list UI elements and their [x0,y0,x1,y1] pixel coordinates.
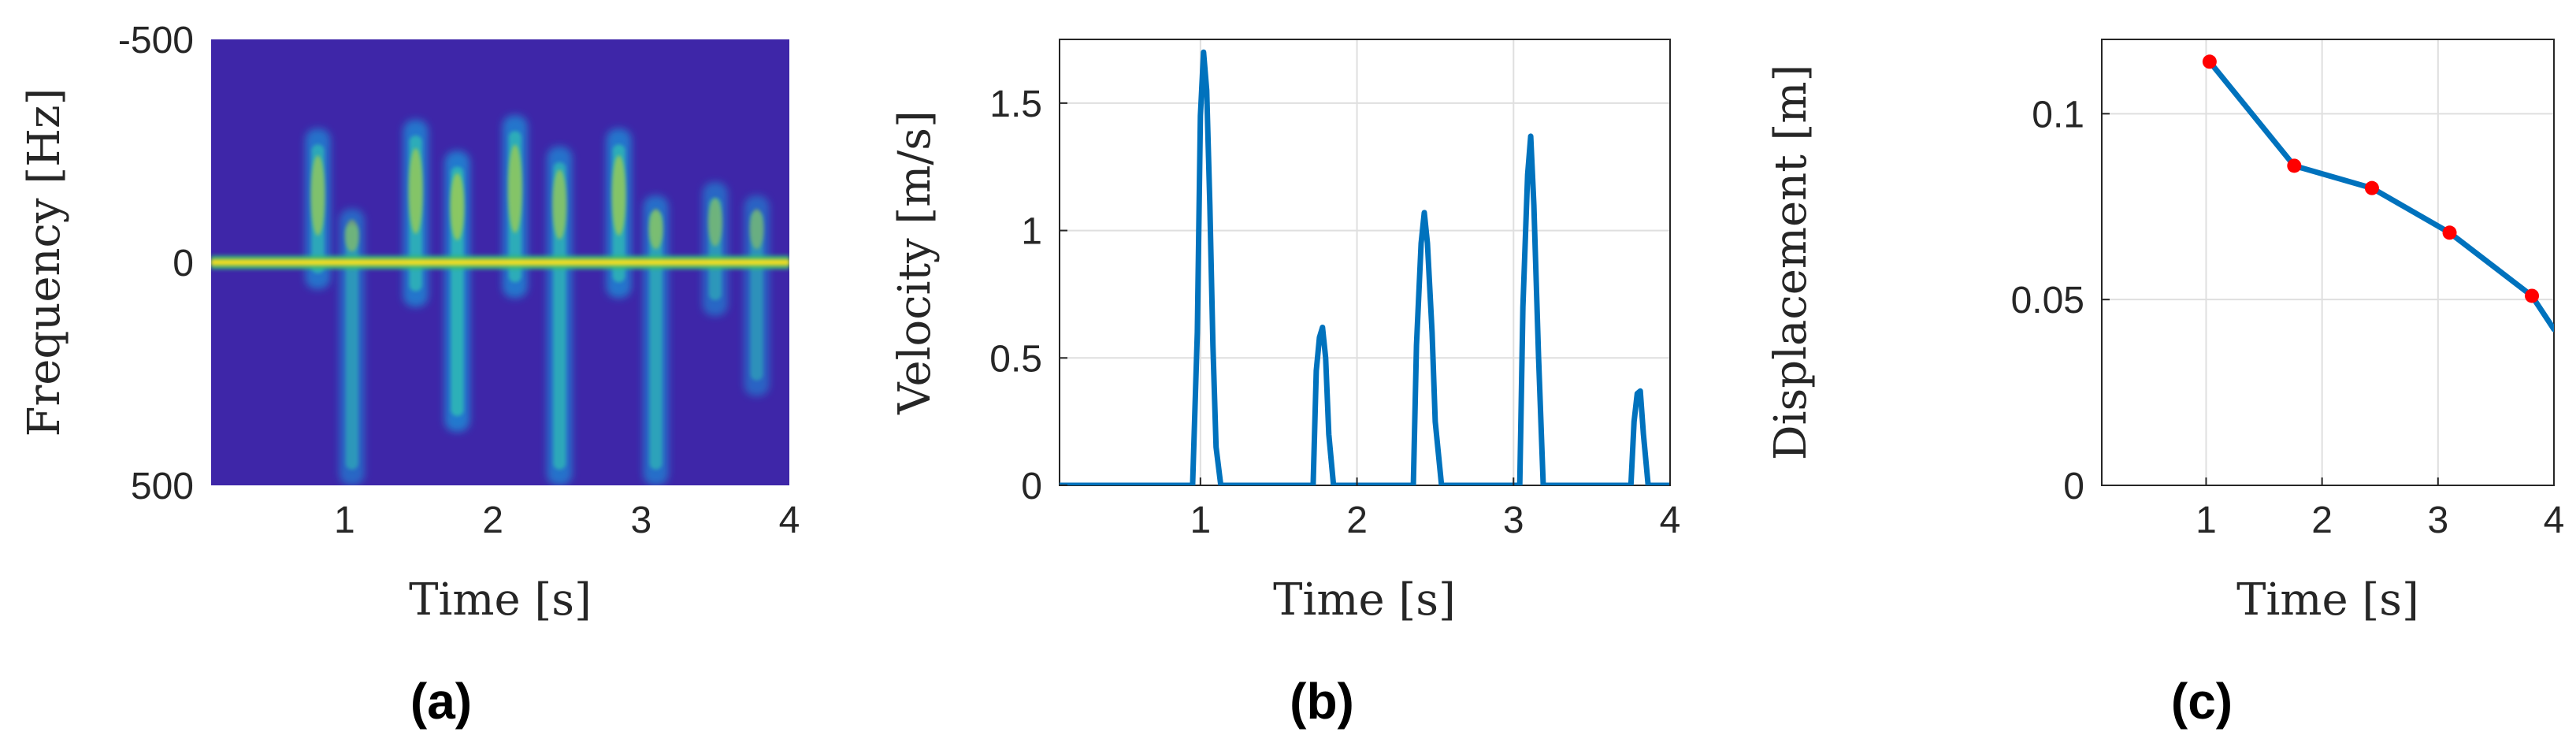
panel-b-xlabel: Time [s] [1273,574,1456,626]
burst-7 [643,195,669,485]
y-tick-label-1: 0 [173,243,194,284]
y-tick-label-0: -500 [118,20,194,61]
panel-b-axes-box [1059,39,1671,486]
baseline-band-core [211,259,789,266]
data-point-4 [2525,288,2540,303]
x-tick-label-1: 2 [1346,500,1368,541]
x-tick-label-3: 4 [1660,500,1681,541]
burst-9 [744,195,770,396]
burst-1 [339,209,365,485]
burst-0 [305,128,331,289]
x-tick-label-0: 1 [2196,500,2217,541]
x-tick-label-0: 1 [1190,500,1211,541]
y-tick-label-1: 0.05 [2011,280,2084,321]
x-tick-label-3: 4 [2544,500,2565,541]
panel-b: 1 2 3 4 0 0.5 1 1.5 Time [s] Velocity [m/s] (b) [889,39,1680,730]
y-tick-label-0: 0 [1021,466,1042,507]
panel-a-xlabel: Time [s] [409,574,592,626]
series-line-0 [1060,49,1670,485]
data-point-0 [2202,54,2217,69]
y-tick-label-2: 0.1 [2032,94,2084,136]
burst-6 [606,128,632,299]
x-tick-label-1: 2 [2311,500,2333,541]
spectrogram-image [211,115,789,485]
panel-b-label: (b) [1290,673,1354,730]
x-tick-label-2: 3 [2427,500,2448,541]
panel-a-label: (a) [410,673,472,730]
y-tick-label-2: 1 [1021,211,1042,253]
panel-b-ylabel: Velocity [m/s] [889,110,941,415]
data-point-1 [2287,158,2302,173]
y-tick-label-1: 0.5 [989,338,1042,380]
data-point-2 [2364,180,2379,195]
panel-c-ylabel: Displacement [m] [1765,65,1817,461]
panel-c-label: (c) [2171,673,2233,730]
burst-4 [502,115,528,299]
x-tick-label-3: 4 [779,500,800,541]
x-tick-label-1: 2 [482,500,503,541]
panel-c-axes-box [2101,39,2555,486]
burst-3 [444,150,470,433]
burst-8 [702,182,728,316]
panel-a: 1 2 3 4 -500 0 500 Time [s] Frequency [Hz] (a) [19,20,800,730]
x-tick-label-2: 3 [1503,500,1524,541]
y-tick-label-2: 500 [131,466,194,507]
y-tick-label-3: 1.5 [989,84,1042,125]
panel-c-xlabel: Time [s] [2236,574,2419,626]
panel-a-ylabel: Frequency [Hz] [19,88,70,437]
burst-2 [403,119,429,307]
x-tick-label-2: 3 [630,500,651,541]
data-point-3 [2442,225,2457,240]
series-line-0 [2207,58,2554,332]
x-tick-label-0: 1 [334,500,355,541]
panel-c: 1 2 3 4 0 0.05 0.1 Time [s] Displacement [m] (… [1765,39,2564,730]
burst-5 [547,146,573,485]
y-tick-label-0: 0 [2063,466,2084,507]
